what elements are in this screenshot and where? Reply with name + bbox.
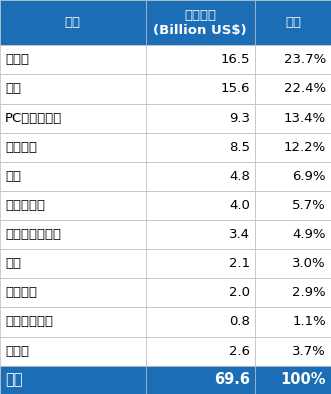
- Bar: [0, 307, 146, 336]
- Text: 自動車: 自動車: [5, 53, 29, 66]
- Text: 9.3: 9.3: [229, 112, 250, 125]
- Text: 通信: 通信: [5, 82, 21, 95]
- Text: 4.9%: 4.9%: [293, 228, 326, 241]
- Bar: [146, 366, 255, 394]
- Bar: [255, 278, 331, 307]
- Text: 用途: 用途: [65, 16, 81, 29]
- Text: 3.7%: 3.7%: [292, 345, 326, 358]
- Text: その他: その他: [5, 345, 29, 358]
- Text: 3.0%: 3.0%: [292, 257, 326, 270]
- Text: 0.8: 0.8: [229, 316, 250, 329]
- Bar: [255, 104, 331, 133]
- Bar: [146, 220, 255, 249]
- Text: 合計: 合計: [5, 372, 23, 387]
- Text: 2.9%: 2.9%: [292, 286, 326, 299]
- Text: 69.6: 69.6: [214, 372, 250, 387]
- Text: 100%: 100%: [281, 372, 326, 387]
- Text: 2.6: 2.6: [229, 345, 250, 358]
- Text: 5.7%: 5.7%: [292, 199, 326, 212]
- Bar: [255, 336, 331, 366]
- Bar: [255, 0, 331, 45]
- Bar: [255, 191, 331, 220]
- Bar: [146, 74, 255, 104]
- Text: 16.5: 16.5: [220, 53, 250, 66]
- Text: 2.1: 2.1: [229, 257, 250, 270]
- Bar: [146, 278, 255, 307]
- Bar: [255, 74, 331, 104]
- Bar: [0, 249, 146, 278]
- Text: 12.2%: 12.2%: [284, 141, 326, 154]
- Text: 市場規模
(Billion US$): 市場規模 (Billion US$): [154, 9, 247, 37]
- Text: 4.8: 4.8: [229, 170, 250, 183]
- Bar: [0, 45, 146, 74]
- Bar: [146, 191, 255, 220]
- Bar: [146, 336, 255, 366]
- Text: 15.6: 15.6: [220, 82, 250, 95]
- Bar: [0, 74, 146, 104]
- Text: 3.4: 3.4: [229, 228, 250, 241]
- Bar: [255, 45, 331, 74]
- Bar: [146, 249, 255, 278]
- Text: 4.0: 4.0: [229, 199, 250, 212]
- Text: 航空・防衛: 航空・防衛: [5, 199, 45, 212]
- Bar: [0, 162, 146, 191]
- Text: オフィス機器: オフィス機器: [5, 316, 53, 329]
- Bar: [146, 162, 255, 191]
- Bar: [255, 307, 331, 336]
- Bar: [146, 0, 255, 45]
- Bar: [0, 191, 146, 220]
- Bar: [0, 0, 146, 45]
- Text: 割合: 割合: [285, 16, 301, 29]
- Bar: [0, 133, 146, 162]
- Text: 2.0: 2.0: [229, 286, 250, 299]
- Text: 22.4%: 22.4%: [284, 82, 326, 95]
- Text: 13.4%: 13.4%: [284, 112, 326, 125]
- Text: 医療: 医療: [5, 257, 21, 270]
- Text: コンシューマー: コンシューマー: [5, 228, 61, 241]
- Text: インフラ: インフラ: [5, 286, 37, 299]
- Text: 8.5: 8.5: [229, 141, 250, 154]
- Bar: [255, 366, 331, 394]
- Bar: [0, 278, 146, 307]
- Bar: [146, 307, 255, 336]
- Bar: [255, 133, 331, 162]
- Bar: [0, 336, 146, 366]
- Text: 1.1%: 1.1%: [292, 316, 326, 329]
- Bar: [146, 104, 255, 133]
- Text: 23.7%: 23.7%: [284, 53, 326, 66]
- Bar: [146, 133, 255, 162]
- Bar: [255, 162, 331, 191]
- Text: 産業機器: 産業機器: [5, 141, 37, 154]
- Bar: [0, 104, 146, 133]
- Bar: [146, 45, 255, 74]
- Text: PC・周辺機器: PC・周辺機器: [5, 112, 62, 125]
- Bar: [255, 220, 331, 249]
- Bar: [0, 366, 146, 394]
- Text: 交通: 交通: [5, 170, 21, 183]
- Bar: [0, 220, 146, 249]
- Bar: [255, 249, 331, 278]
- Text: 6.9%: 6.9%: [293, 170, 326, 183]
